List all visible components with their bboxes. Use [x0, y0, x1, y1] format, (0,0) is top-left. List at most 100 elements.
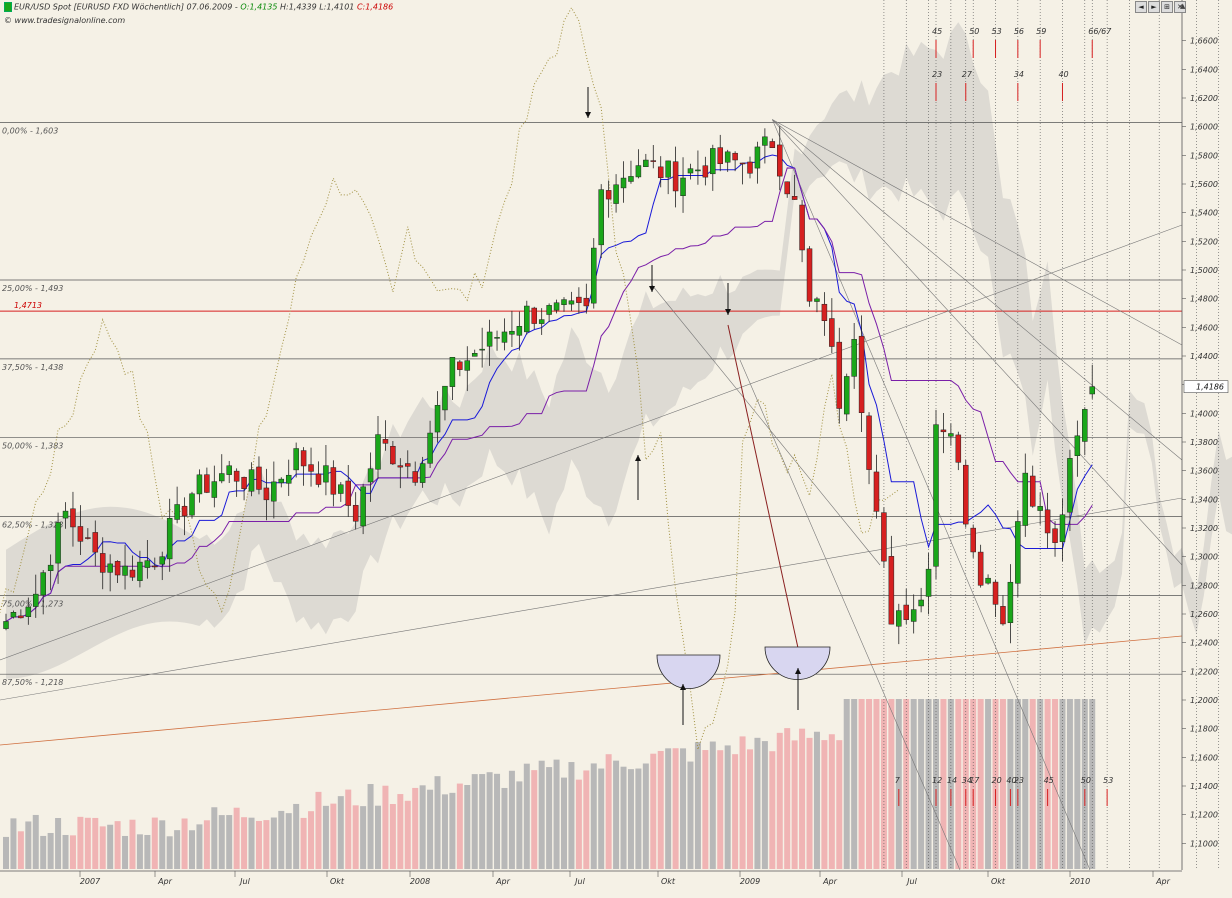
volume-bar: [434, 776, 441, 869]
volume-bar: [122, 835, 129, 869]
volume-bar: [397, 794, 404, 869]
axis-tick-label: 1,2800: [1190, 581, 1218, 590]
volume-bar: [575, 779, 582, 869]
candle-body: [836, 341, 843, 409]
volume-bar: [1052, 699, 1059, 869]
candle-body: [315, 473, 322, 485]
volume-bar: [888, 699, 895, 869]
volume-bar: [627, 769, 634, 869]
candle-body: [524, 305, 530, 333]
candle-body: [687, 168, 694, 174]
candle-body: [538, 319, 545, 324]
candle-body: [672, 161, 679, 192]
volume-bar: [799, 728, 806, 869]
candle-body: [181, 506, 188, 517]
close-button[interactable]: ✕: [1174, 1, 1186, 13]
axis-tick-label: 1,1200: [1190, 811, 1218, 820]
volume-bar: [315, 791, 322, 869]
fib-time-label: 53: [1103, 776, 1113, 785]
candle-body: [405, 463, 411, 467]
volume-bar: [352, 805, 359, 869]
candle-body: [620, 177, 627, 189]
trend-line: [739, 359, 961, 871]
candle-body: [1044, 509, 1051, 534]
volume-bar: [1066, 699, 1073, 869]
candle-body: [732, 152, 738, 161]
candles: [3, 126, 1095, 645]
fit-button[interactable]: ⊞: [1161, 1, 1173, 13]
volume-bar: [806, 737, 813, 869]
axis-tick-label: 1,3600: [1190, 467, 1218, 476]
fib-time-label: 40: [1058, 70, 1068, 79]
candle-body: [992, 581, 999, 605]
volume-bar: [412, 787, 419, 869]
scroll-right-button[interactable]: ►: [1148, 1, 1160, 13]
symbol-label: EUR/USD Spot [EURUSD FXD Wöchentlich] 07…: [14, 2, 233, 12]
candle-body: [122, 565, 128, 576]
axis-tick-label: 1,3400: [1190, 495, 1218, 504]
axis-tick-label: 1,6200: [1190, 94, 1218, 103]
volume-bar: [724, 745, 731, 869]
volume-bar: [479, 774, 486, 869]
candle-body: [754, 146, 761, 169]
scroll-up-arrow-icon[interactable]: ▲: [1180, 2, 1186, 10]
candle-body: [464, 360, 471, 371]
fib-time-label: 45: [932, 27, 942, 36]
candle-body: [1022, 472, 1029, 526]
candle-body: [233, 470, 240, 482]
candle-body: [25, 606, 32, 617]
volume-bar: [1007, 699, 1014, 869]
volume-bar: [107, 824, 114, 869]
candle-body: [92, 532, 99, 553]
scroll-left-button[interactable]: ◄: [1135, 1, 1147, 13]
candle-body: [948, 433, 954, 437]
axis-tick-label: 1,3200: [1190, 524, 1218, 533]
volume-bar: [17, 831, 24, 869]
candle-body: [1082, 409, 1088, 442]
volume-bar: [813, 731, 820, 869]
candle-body: [583, 297, 590, 307]
volume-bar: [1074, 699, 1081, 869]
volume-bar: [189, 830, 195, 869]
volume-bar: [516, 781, 523, 869]
candle-body: [605, 190, 612, 200]
volume-bar: [3, 836, 9, 869]
fib-time-label: 14: [947, 776, 957, 785]
candle-body: [821, 303, 828, 321]
time-tick-label: Apr: [157, 877, 173, 886]
volume-bar: [84, 817, 91, 869]
volume-bar: [255, 820, 262, 869]
candle-body: [47, 564, 54, 572]
fib-level-label: 0,00% - 1,603: [2, 126, 58, 135]
candle-body: [888, 556, 895, 625]
volume-bar: [449, 792, 456, 869]
volume-bar: [561, 777, 567, 869]
fib-time-label: 45: [1044, 776, 1054, 785]
candle-body: [806, 248, 813, 302]
candle-body: [427, 432, 433, 464]
arrow-head: [635, 455, 641, 461]
candle-body: [323, 465, 329, 483]
candle-body: [137, 561, 143, 581]
candle-body: [680, 177, 686, 196]
volume-bar: [769, 751, 776, 869]
fib-level-label: 37,50% - 1,438: [2, 363, 63, 372]
volume-bar: [508, 770, 515, 869]
axis-tick-label: 1,2600: [1190, 610, 1218, 619]
axis-tick-label: 1,5800: [1190, 151, 1218, 160]
time-tick-label: 2007: [80, 877, 101, 886]
volume-bar: [1029, 699, 1036, 869]
volume-bar: [895, 699, 902, 869]
candle-body: [568, 300, 575, 305]
axis-tick-label: 1,2200: [1190, 667, 1218, 676]
bottom-bowl-2: [764, 646, 831, 680]
volume-bar: [650, 753, 657, 869]
candle-body: [762, 136, 768, 146]
volume-bar: [136, 834, 143, 869]
volume-bar: [955, 699, 962, 869]
candle-body: [494, 337, 500, 339]
axis-tick-label: 1,4800: [1190, 295, 1218, 304]
volume-bar: [330, 803, 337, 869]
volume-bar: [486, 772, 493, 869]
